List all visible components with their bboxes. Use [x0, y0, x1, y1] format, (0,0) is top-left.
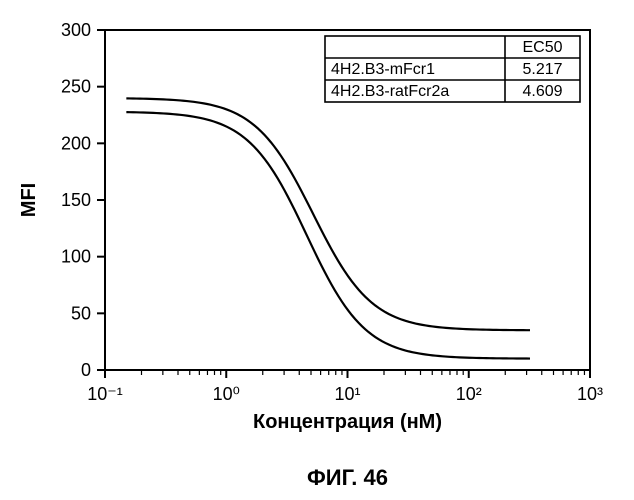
y-tick-label: 250	[61, 77, 91, 97]
legend-row-label: 4H2.B3-mFcr1	[331, 61, 435, 78]
x-tick-label: 10³	[577, 384, 603, 404]
series-line-1	[126, 112, 530, 358]
figure-container: { "chart": { "type": "line", "width": 63…	[0, 0, 634, 500]
legend-row-value: 4.609	[522, 83, 562, 100]
y-tick-label: 100	[61, 247, 91, 267]
series-group	[126, 98, 530, 358]
y-tick-label: 0	[81, 360, 91, 380]
y-axis-label: MFI	[18, 183, 40, 217]
y-tick-label: 200	[61, 133, 91, 153]
x-axis-label: Концентрация (нМ)	[253, 411, 442, 433]
x-tick-label: 10⁰	[213, 384, 240, 404]
x-tick-label: 10¹	[334, 384, 360, 404]
x-axis-ticks: 10⁻¹ 10⁰ 10¹ 10² 10³	[87, 370, 603, 404]
y-tick-label: 150	[61, 190, 91, 210]
x-tick-label: 10²	[456, 384, 482, 404]
y-tick-label: 50	[71, 303, 91, 323]
y-axis-ticks: 0 50 100 150 200 250 300	[61, 20, 105, 380]
legend-box: EC50 4H2.B3-mFcr1 5.217 4H2.B3-ratFcr2a 4.60…	[325, 36, 580, 102]
chart-svg: 0 50 100 150 200 250 300 10⁻¹ 10⁰ 10¹ 10² 10³ EC50…	[0, 0, 634, 500]
figure-caption: ФИГ. 46	[307, 465, 388, 490]
x-tick-label: 10⁻¹	[87, 384, 123, 404]
legend-row-value: 5.217	[522, 61, 562, 78]
series-line-0	[126, 98, 530, 330]
legend-header: EC50	[522, 39, 562, 56]
legend-row-label: 4H2.B3-ratFcr2a	[331, 83, 449, 100]
y-tick-label: 300	[61, 20, 91, 40]
